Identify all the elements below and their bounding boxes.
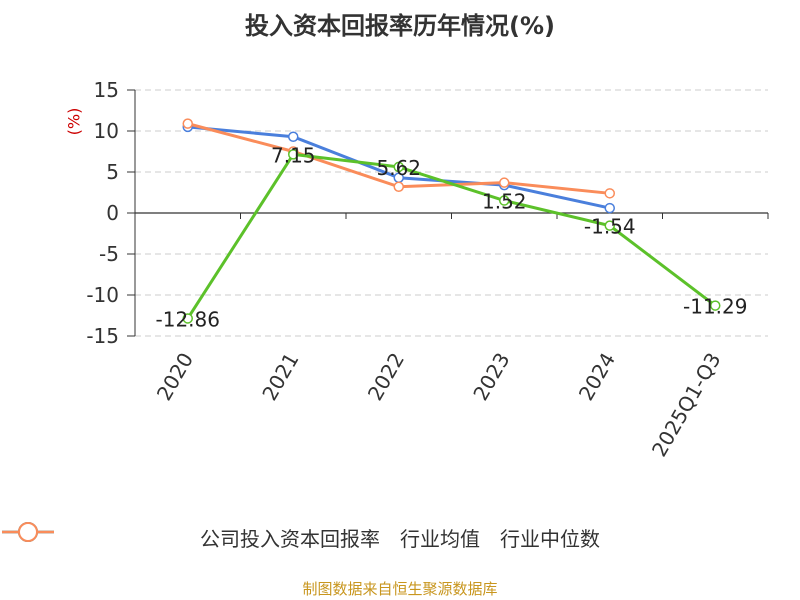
legend-swatch xyxy=(2,522,54,542)
legend-item: 公司投入资本回报率 xyxy=(2,522,380,552)
data-label: -11.29 xyxy=(683,295,747,319)
x-tick-label: 2020 xyxy=(152,349,198,405)
legend-item: 行业中位数 xyxy=(2,522,600,552)
data-point xyxy=(499,195,510,206)
data-point xyxy=(393,181,404,193)
y-tick-label: 0 xyxy=(106,201,119,225)
series-line xyxy=(186,152,717,320)
data-point xyxy=(499,177,510,188)
legend-label: 公司投入资本回报率 xyxy=(200,526,380,551)
data-point xyxy=(182,313,193,324)
data-point xyxy=(182,118,193,129)
y-tick-label: -5 xyxy=(99,242,119,266)
legend-label: 行业中位数 xyxy=(500,526,600,551)
y-tick-label: -10 xyxy=(86,283,119,307)
x-tick-label: 2022 xyxy=(363,349,409,405)
data-point xyxy=(604,188,615,199)
data-label: -12.86 xyxy=(156,307,220,331)
data-point xyxy=(393,161,404,173)
y-tick-label: 10 xyxy=(94,119,119,143)
data-source-note: 制图数据来自恒生聚源数据库 xyxy=(302,580,498,598)
data-point xyxy=(288,149,299,160)
y-tick-label: 15 xyxy=(94,78,119,102)
data-point xyxy=(710,300,721,311)
chart-title: 投入资本回报率历年情况(%) xyxy=(245,12,555,40)
data-label: -1.54 xyxy=(584,215,636,239)
x-tick-label: 2025Q1-Q3 xyxy=(647,349,726,461)
data-point xyxy=(288,131,299,142)
chart-legend: 公司投入资本回报率 行业均值 行业中位数 xyxy=(0,520,800,554)
data-label: 1.52 xyxy=(482,190,527,214)
data-label: 5.62 xyxy=(376,156,421,180)
data-point xyxy=(604,202,615,214)
x-tick-label: 2021 xyxy=(257,349,303,405)
legend-item: 行业均值 xyxy=(2,522,480,552)
y-tick-label: 5 xyxy=(106,160,119,184)
data-point xyxy=(604,220,615,231)
x-tick-label: 2024 xyxy=(574,349,620,405)
x-tick-label: 2023 xyxy=(468,349,514,405)
legend-label: 行业均值 xyxy=(400,526,480,551)
y-tick-label: -15 xyxy=(86,324,119,348)
data-label: 7.15 xyxy=(271,143,316,167)
